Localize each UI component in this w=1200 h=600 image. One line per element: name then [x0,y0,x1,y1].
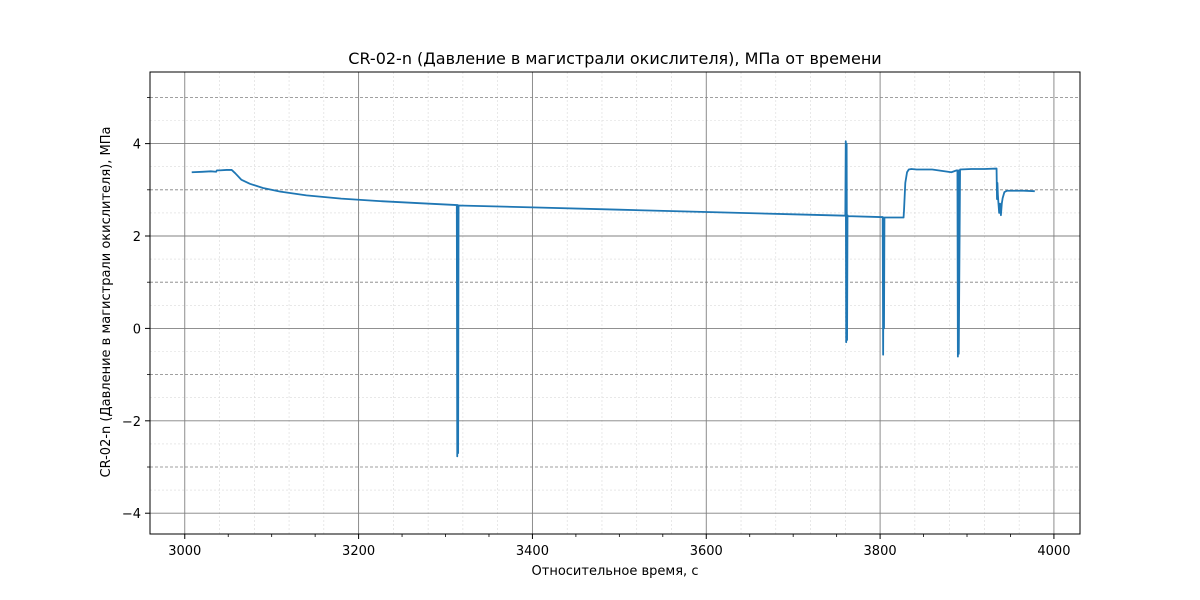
series-layer [191,140,1035,458]
x-axis-label: Относительное время, с [532,564,699,579]
major-grid [150,72,1080,534]
minor-grid [150,72,1080,534]
x-tick-label: 3800 [864,544,897,559]
y-tick-label: −2 [122,415,141,430]
x-tick-label: 4000 [1037,544,1070,559]
chart-title: CR-02-n (Давление в магистрали окислител… [348,49,881,68]
x-tick-label: 3200 [342,544,375,559]
y-axis-label: CR-02-n (Давление в магистрали окислител… [99,127,114,478]
y-tick-label: −4 [122,507,141,522]
x-tick-label: 3400 [516,544,549,559]
ticks-layer: 3000 3200 3400 3600 3800 4000 −4 −2 0 2 4 [122,97,1070,559]
y-tick-label: 0 [133,322,141,337]
x-tick-label: 3600 [690,544,723,559]
series-line [191,140,1035,458]
y-tick-label: 4 [133,138,141,153]
plot-area-frame [149,71,1081,535]
x-tick-label: 3000 [168,544,201,559]
y-tick-label: 2 [133,230,141,245]
